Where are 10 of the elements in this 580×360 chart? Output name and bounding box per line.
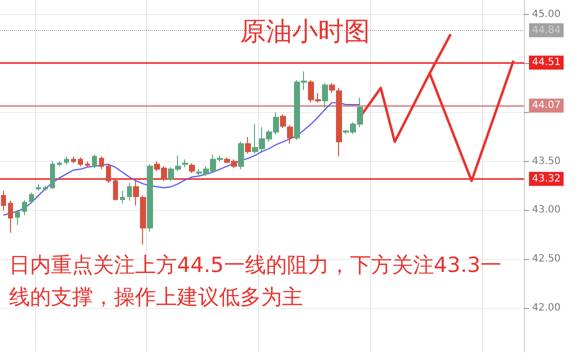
annotation: 日内重点关注上方44.5一线的阻力，下方关注43.3一线的支撑，操作上建议低多为主 [9,253,502,309]
y-tick-label: 43.00 [532,204,561,216]
y-tick-label: 45.00 [532,9,561,20]
ref-line-label: 44.07 [532,100,561,112]
y-tick-label: 42.00 [532,302,561,314]
ref-line-label: 43.32 [532,173,561,184]
text: 原油小时图 [240,17,370,47]
y-tick-label: 43.50 [532,156,561,167]
y-tick-label: 42.50 [532,254,561,265]
ref-line-label: 44.51 [532,57,561,68]
